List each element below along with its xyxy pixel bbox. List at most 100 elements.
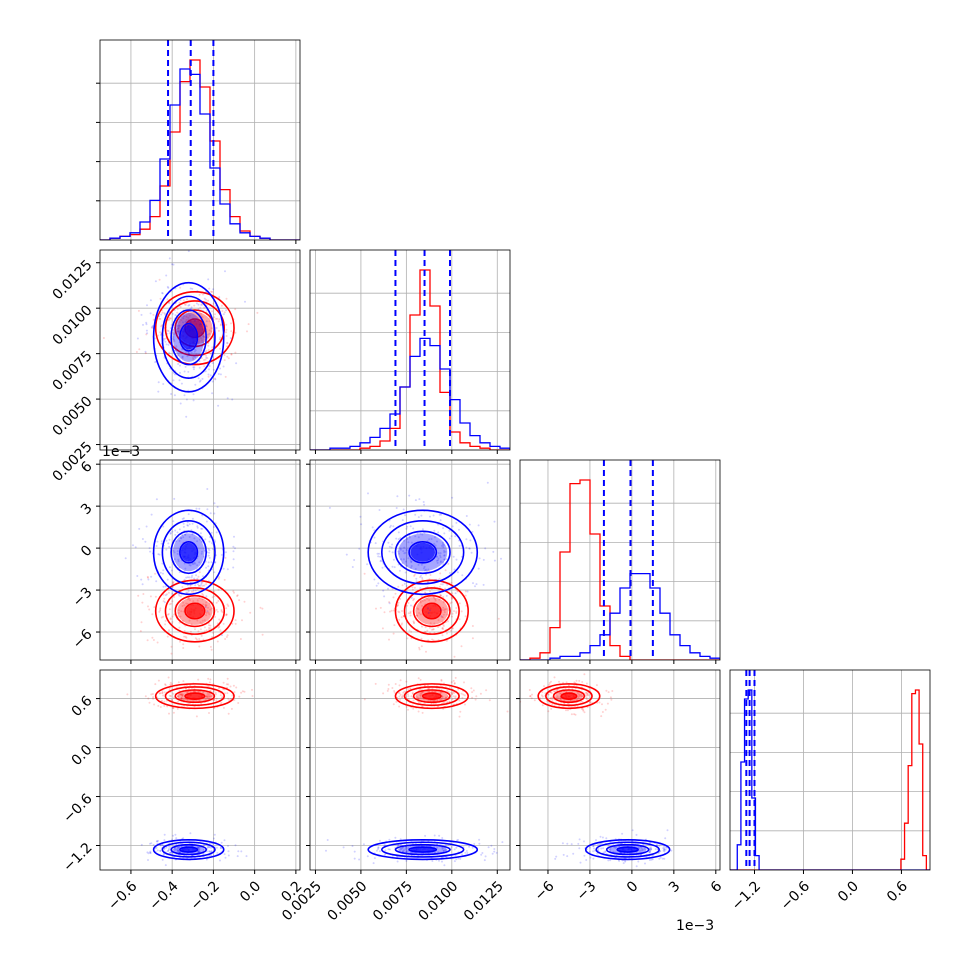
scatter-point [190,623,193,626]
scatter-point [452,679,455,682]
scatter-point [216,610,219,613]
scatter-point [184,567,187,570]
scatter-point [345,553,348,556]
scatter-point [446,690,449,692]
scatter-point [173,338,175,341]
scatter-point [177,363,180,365]
scatter-point [447,562,450,565]
scatter-point [391,565,394,568]
scatter-point [639,849,642,852]
scatter-point [187,590,190,593]
scatter-point [186,598,189,601]
scatter-point [197,583,199,586]
scatter-point [217,320,220,323]
scatter-point [441,543,444,546]
scatter-point [166,593,168,596]
scatter-point [465,850,468,852]
scatter-point [164,313,167,316]
scatter-point [573,681,576,684]
scatter-point [162,585,165,588]
scatter-point [209,627,212,630]
scatter-point [169,618,172,621]
scatter-point [207,677,210,680]
contour-0 [184,692,206,700]
scatter-point [401,694,404,697]
scatter-point [615,845,618,848]
scatter-point [451,692,454,695]
scatter-point [553,676,556,679]
scatter-point [402,691,405,694]
scatter-point [447,620,449,623]
scatter-point [661,857,664,860]
scatter-point [450,581,453,584]
scatter-point [328,506,331,509]
scatter-point [175,345,178,348]
scatter-point [201,377,204,380]
scatter-point [205,629,208,632]
scatter-point [210,854,213,857]
scatter-point [173,558,176,561]
scatter-point [375,849,378,852]
scatter-point [401,584,404,587]
scatter-point [194,356,197,359]
scatter-point [151,326,154,328]
scatter-point [396,855,399,858]
scatter-point [460,692,463,695]
scatter-point [168,318,171,321]
scatter-point [197,849,200,852]
scatter-point [379,606,382,609]
scatter-point [635,833,638,836]
scatter-point [151,636,154,639]
scatter-point [363,698,366,701]
scatter-point [202,575,204,578]
scatter-point [176,332,179,335]
scatter-point [428,609,431,612]
scatter-point [190,306,193,309]
scatter-point [592,845,595,848]
scatter-point [223,839,226,842]
x-offset-text: 1e−3 [676,918,714,934]
scatter-point [202,335,205,338]
scatter-point [211,542,213,545]
scatter-point [213,502,216,505]
scatter-point [208,846,211,849]
scatter-point [464,590,467,593]
scatter-point [171,621,174,623]
scatter-point [167,341,170,344]
scatter-point [147,578,150,581]
scatter-point [226,568,229,571]
contour-1 [174,594,216,628]
scatter-point [224,692,226,695]
scatter-point [177,850,180,853]
scatter-point [427,687,430,690]
scatter-point [399,547,402,550]
scatter-point [577,696,580,699]
scatter-point [664,837,667,840]
scatter-point [177,327,180,330]
scatter-point [551,697,554,699]
scatter-point [212,548,214,551]
scatter-point [558,705,560,708]
scatter-point [187,351,190,354]
scatter-point [405,846,408,849]
scatter-point [166,850,169,853]
scatter-point [147,576,149,579]
scatter-point [192,356,195,359]
scatter-point [566,855,569,858]
scatter-point [643,847,646,850]
scatter-point [184,303,187,306]
scatter-point [150,326,153,329]
scatter-point [454,535,457,538]
scatter-point [455,858,458,861]
histogram-series-0 [310,269,510,450]
scatter-point [414,568,417,570]
scatter-point [177,849,180,852]
scatter-point [436,705,439,708]
scatter-point [169,851,171,854]
scatter-point [132,544,134,547]
scatter-point [436,561,439,564]
scatter-point [172,582,175,585]
scatter-point [409,612,412,615]
scatter-point [249,611,252,614]
scatter-point [441,695,444,698]
